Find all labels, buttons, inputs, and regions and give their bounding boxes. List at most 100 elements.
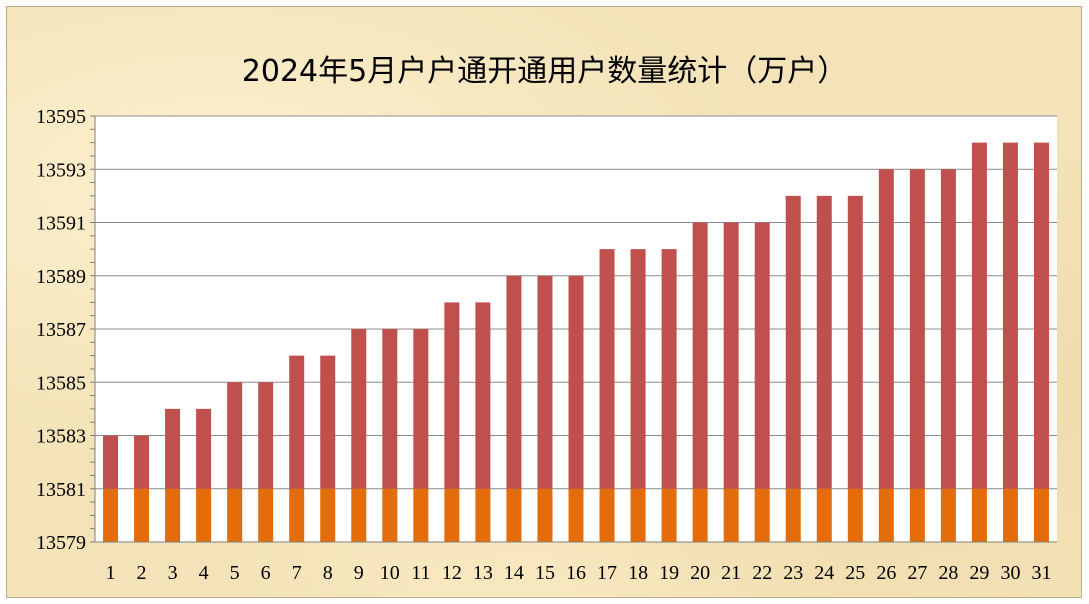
x-tick-label: 6 [261, 562, 271, 584]
bar-base-segment [1033, 488, 1049, 542]
bar-upper-segment [165, 408, 181, 489]
bar-base-segment [320, 488, 336, 542]
bar-upper-segment [599, 249, 615, 489]
bar-base-segment [537, 488, 553, 542]
bar-upper-segment [661, 249, 677, 489]
bar-upper-segment [475, 302, 491, 489]
x-tick-label: 29 [969, 562, 989, 584]
bar-base-segment [475, 488, 491, 542]
bar-upper-segment [320, 355, 336, 489]
bar-base-segment [1002, 488, 1018, 542]
x-tick-label: 14 [504, 562, 524, 584]
bar-base-segment [413, 488, 429, 542]
bar-base-segment [785, 488, 801, 542]
bar-base-segment [599, 488, 615, 542]
x-tick-label: 20 [690, 562, 710, 584]
bar-base-segment [754, 488, 770, 542]
bar-base-segment [382, 488, 398, 542]
bar-base-segment [692, 488, 708, 542]
chart-title: 2024年5月户户通开通用户数量统计（万户） [241, 54, 848, 89]
x-tick-label: 5 [230, 562, 240, 584]
x-tick-label: 9 [354, 562, 364, 584]
x-tick-labels: 1 2 3 4 5 6 7 8 9 10 11 12 13 14 15 16 17 18 19 20 21 22 23 24 2… [106, 562, 1052, 584]
bar-upper-segment [878, 169, 894, 489]
bar-base-segment [661, 488, 677, 542]
bar-upper-segment [506, 275, 522, 489]
bar-upper-segment [258, 382, 274, 489]
y-tick-label: 13591 [36, 213, 86, 235]
x-tick-label: 28 [938, 562, 958, 584]
bar-base-segment [103, 488, 119, 542]
bar-base-segment [878, 488, 894, 542]
x-tick-label: 24 [814, 562, 834, 584]
x-tick-label: 19 [659, 562, 679, 584]
bar-upper-segment [103, 435, 119, 489]
bar-upper-segment [723, 222, 739, 489]
bar-upper-segment [196, 408, 212, 489]
bar-base-segment [196, 488, 212, 542]
bar-base-segment [816, 488, 832, 542]
x-tick-label: 11 [411, 562, 430, 584]
x-tick-label: 27 [907, 562, 927, 584]
bar-base-segment [134, 488, 150, 542]
bar-upper-segment [289, 355, 305, 489]
x-tick-label: 3 [168, 562, 178, 584]
bar-upper-segment [537, 275, 553, 489]
bar-upper-segment [754, 222, 770, 489]
bar-upper-segment [630, 249, 646, 489]
bar-upper-segment [847, 195, 863, 489]
x-tick-label: 22 [752, 562, 772, 584]
bar-upper-segment [351, 329, 367, 489]
x-tick-label: 4 [199, 562, 209, 584]
bar-upper-segment [692, 222, 708, 489]
bar-base-segment [940, 488, 956, 542]
bar-upper-segment [382, 329, 398, 489]
x-tick-label: 15 [535, 562, 555, 584]
x-tick-label: 1 [106, 562, 116, 584]
x-tick-label: 30 [1000, 562, 1020, 584]
x-tick-label: 16 [566, 562, 586, 584]
bar-upper-segment [909, 169, 925, 489]
y-tick-labels: 13579 13581 13583 13585 13587 13589 13591 13593… [36, 106, 86, 554]
bar-base-segment [444, 488, 460, 542]
bar-base-segment [258, 488, 274, 542]
bar-upper-segment [971, 142, 987, 489]
bar-base-segment [568, 488, 584, 542]
y-tick-label: 13595 [36, 106, 86, 128]
bar-base-segment [630, 488, 646, 542]
bar-upper-segment [816, 195, 832, 489]
x-tick-label: 21 [721, 562, 741, 584]
y-tick-label: 13587 [36, 319, 86, 341]
bar-upper-segment [940, 169, 956, 489]
bar-upper-segment [134, 435, 150, 489]
bars [103, 142, 1049, 542]
bar-upper-segment [785, 195, 801, 489]
x-tick-label: 26 [876, 562, 896, 584]
bar-base-segment [289, 488, 305, 542]
bar-upper-segment [568, 275, 584, 489]
x-tick-label: 10 [380, 562, 400, 584]
bar-upper-segment [1002, 142, 1018, 489]
bar-base-segment [165, 488, 181, 542]
x-tick-label: 17 [597, 562, 617, 584]
bar-base-segment [909, 488, 925, 542]
bar-base-segment [723, 488, 739, 542]
x-tick-label: 2 [137, 562, 147, 584]
axes [90, 115, 1057, 543]
bar-upper-segment [444, 302, 460, 489]
x-tick-label: 7 [292, 562, 302, 584]
bar-upper-segment [413, 329, 429, 489]
y-tick-label: 13585 [36, 372, 86, 394]
x-tick-label: 12 [442, 562, 462, 584]
bar-base-segment [351, 488, 367, 542]
y-tick-label: 13579 [36, 532, 86, 554]
x-tick-label: 8 [323, 562, 333, 584]
bar-base-segment [506, 488, 522, 542]
x-tick-label: 13 [473, 562, 493, 584]
x-tick-label: 18 [628, 562, 648, 584]
y-tick-label: 13583 [36, 426, 86, 448]
bar-upper-segment [1033, 142, 1049, 489]
x-tick-label: 31 [1031, 562, 1051, 584]
bar-base-segment [971, 488, 987, 542]
